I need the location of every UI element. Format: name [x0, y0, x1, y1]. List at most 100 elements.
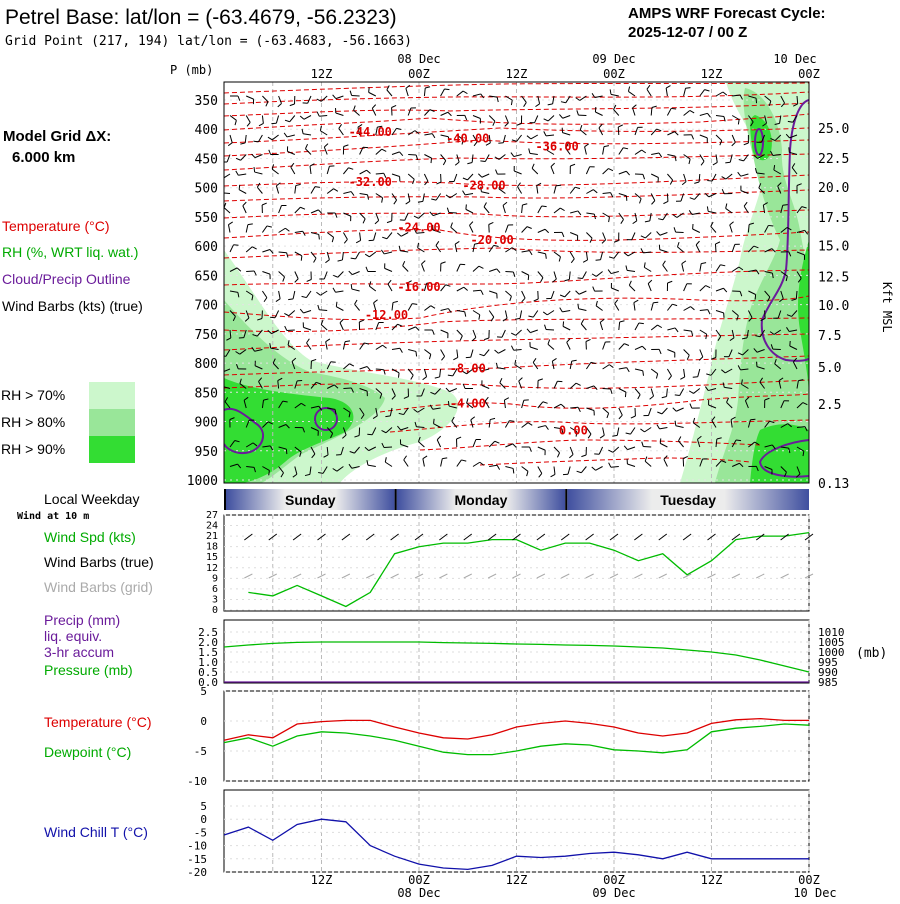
pressure-tick-label: 850	[195, 386, 218, 401]
pressure-label: Pressure (mb)	[44, 662, 133, 678]
windchill-tick: -20	[187, 866, 207, 879]
legend-wind-barbs: Wind Barbs (kts) (true)	[2, 298, 143, 314]
bottom-time-tick: 00Z	[603, 873, 625, 887]
wind-barb	[342, 534, 350, 540]
temperature-tick: -10	[187, 775, 207, 788]
wind-barb	[391, 534, 399, 540]
grid-point-subtitle: Grid Point (217, 194) lat/lon = (-63.468…	[5, 34, 412, 49]
page-title: Petrel Base: lat/lon = (-63.4679, -56.23…	[5, 6, 397, 29]
pressure-axis-title: P (mb)	[170, 63, 213, 77]
wind-barb-grid	[634, 574, 642, 578]
forecast-cycle-value: 2025-12-07 / 00 Z	[628, 24, 747, 41]
pressure-tick-label: 450	[195, 152, 218, 167]
wind-barb-grid	[366, 574, 374, 578]
model-grid-value: 6.000 km	[12, 149, 75, 166]
height-tick-label: 7.5	[818, 329, 841, 344]
wind-barb-grid	[464, 574, 472, 578]
temperature-tick: 0	[200, 715, 207, 728]
temp-contour-label: -12.00	[365, 308, 408, 322]
height-tick-label: 15.0	[818, 240, 849, 255]
height-tick-label: 12.5	[818, 271, 849, 286]
precip-liq-label: liq. equiv.	[44, 628, 102, 644]
temp-contour-label: -28.00	[462, 178, 505, 192]
wind-barb	[293, 534, 301, 540]
top-time-tick: 00Z	[408, 67, 430, 81]
model-grid-label: Model Grid ΔX:	[3, 128, 111, 145]
rh-legend: RH > 70%RH > 80%RH > 90%	[1, 382, 135, 463]
windchill-tick: -10	[187, 840, 207, 853]
temp-contour-label: -24.00	[397, 221, 440, 235]
temp-contour-label: -20.00	[470, 233, 513, 247]
pressure-tick-label: 700	[195, 299, 218, 314]
wind-barb	[683, 534, 691, 540]
precip-accum-label: 3-hr accum	[44, 644, 114, 660]
pressure-tick-label: 600	[195, 240, 218, 255]
height-tick-label: 10.0	[818, 299, 849, 314]
wind-barbs-grid-label: Wind Barbs (grid)	[44, 579, 153, 595]
wind-speed-tick: 0	[212, 605, 218, 616]
temperature-tick: 5	[200, 685, 207, 698]
weekday-label: Local Weekday	[44, 491, 139, 507]
rh-legend-swatch	[89, 382, 135, 409]
pressure-tick-label: 550	[195, 211, 218, 226]
pressure-tick-label: 350	[195, 94, 218, 109]
pressure-tick: 985	[818, 676, 838, 689]
precip-label: Precip (mm)	[44, 612, 120, 628]
wind-barb	[244, 534, 252, 540]
wind-speed-tick: 24	[206, 521, 218, 532]
wind-speed-tick: 6	[212, 584, 218, 595]
rh-legend-label: RH > 80%	[1, 414, 65, 430]
wind-speed-tick: 21	[206, 531, 218, 542]
height-tick-label: 0.13	[818, 477, 849, 492]
wind-speed-tick: 27	[206, 510, 218, 521]
wind-barb	[366, 534, 374, 540]
wind-barbs-true-label: Wind Barbs (true)	[44, 554, 154, 570]
pressure-tick-label: 750	[195, 328, 218, 343]
bottom-date-label: 08 Dec	[397, 886, 440, 900]
wind-barb-grid	[391, 574, 399, 578]
temp-contour-label: -40.00	[446, 132, 489, 146]
pressure-tick-label: 650	[195, 269, 218, 284]
temp-contour-label: -4.00	[450, 397, 486, 411]
wind-barb-grid	[781, 574, 789, 578]
wind-speed-tick: 9	[212, 573, 218, 584]
top-time-tick: 00Z	[603, 67, 625, 81]
pressure-tick-label: 1000	[187, 474, 218, 489]
bottom-time-tick: 12Z	[506, 873, 528, 887]
pressure-tick-label: 500	[195, 182, 218, 197]
top-time-tick: 12Z	[311, 67, 333, 81]
bottom-time-tick: 12Z	[701, 873, 723, 887]
temp-contour-label: -36.00	[535, 139, 578, 153]
wind-barb	[634, 534, 642, 540]
rh-legend-label: RH > 70%	[1, 387, 65, 403]
rh-legend-swatch	[89, 409, 135, 436]
windchill-label: Wind Chill T (°C)	[44, 824, 148, 840]
pressure-tick-label: 400	[195, 123, 218, 138]
wind-barb-grid	[244, 574, 252, 578]
height-axis-title: Kft MSL	[880, 282, 894, 333]
top-time-tick: 00Z	[798, 67, 820, 81]
wind-barb-grid	[732, 574, 740, 578]
weekday-name: Tuesday	[660, 492, 716, 508]
temp-contour-label: -8.00	[450, 361, 486, 375]
wind-barb	[464, 534, 472, 540]
wind-barb-grid	[561, 574, 569, 578]
height-tick-label: 22.5	[818, 152, 849, 167]
wind-speed-label: Wind Spd (kts)	[44, 529, 136, 545]
height-tick-label: 20.0	[818, 181, 849, 196]
weekday-name: Monday	[454, 492, 507, 508]
forecast-cycle-label: AMPS WRF Forecast Cycle:	[628, 5, 826, 22]
wind-barb-grid	[439, 574, 447, 578]
wind-speed-tick: 3	[212, 594, 218, 605]
legend-cloud: Cloud/Precip Outline	[2, 271, 131, 287]
bottom-date-label: 10 Dec	[793, 886, 836, 900]
top-date-label: 08 Dec	[397, 52, 440, 66]
height-tick-label: 2.5	[818, 398, 841, 413]
temp-contour-label: 0.00	[559, 423, 588, 437]
height-tick-label: 25.0	[818, 122, 849, 137]
wind-barb	[781, 534, 789, 540]
wind-barb	[561, 534, 569, 540]
wind-barb-grid	[756, 574, 764, 578]
wind-barb-grid	[342, 574, 350, 578]
temp-contour-label: -16.00	[397, 280, 440, 294]
